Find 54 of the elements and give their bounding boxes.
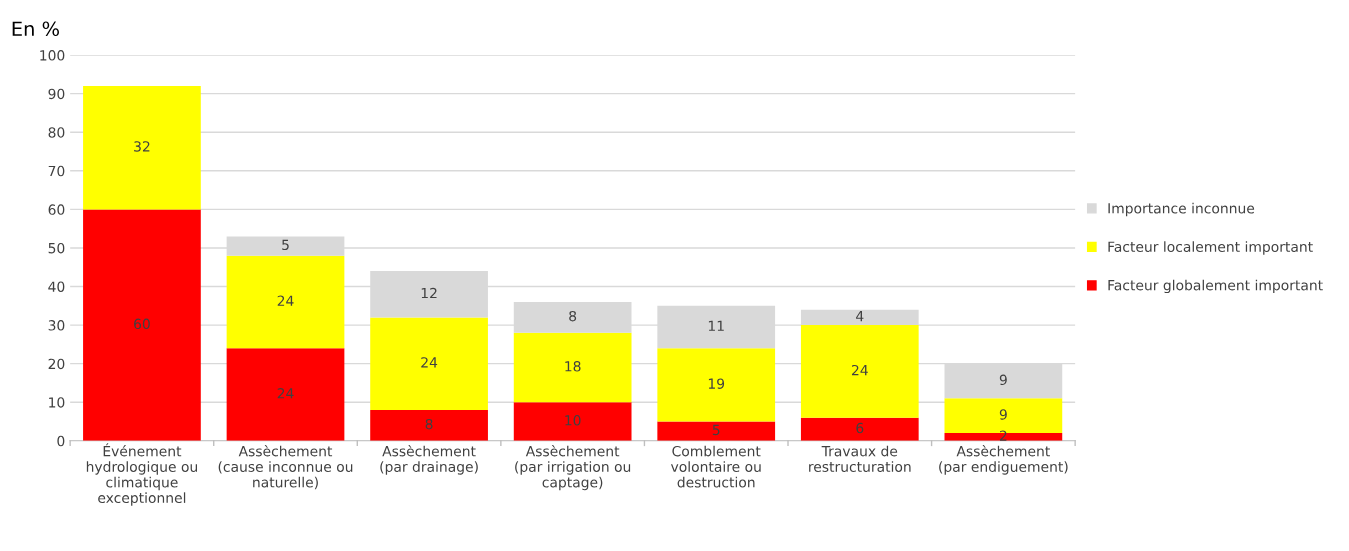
bar — [83, 209, 201, 441]
bar — [800, 417, 919, 441]
bar — [83, 85, 201, 210]
y-tick-label: 10 — [49, 397, 65, 408]
y-tick-label: 100 — [40, 50, 65, 61]
legend-label: Importance inconnue — [1108, 202, 1255, 217]
x-tick-label: Comblement volontaire ou destruction — [670, 445, 761, 488]
bar — [657, 348, 776, 422]
y-tick-label: 30 — [48, 320, 65, 331]
y-tick-label: 70 — [48, 165, 65, 177]
bar — [800, 325, 919, 418]
x-tick-label: Travaux de restructuration — [809, 445, 911, 472]
data-label: 5 — [282, 239, 289, 251]
data-label: 11 — [708, 320, 724, 331]
bar — [657, 421, 776, 441]
data-label: 24 — [277, 388, 294, 399]
data-label: 5 — [712, 424, 720, 436]
legend-label: Facteur globalement important — [1108, 279, 1323, 294]
data-label: 10 — [565, 415, 581, 426]
data-label: 8 — [569, 310, 577, 322]
x-tick-label: Assèchement (par drainage) — [380, 445, 478, 475]
bar — [370, 409, 488, 441]
chart-title: En % — [12, 21, 59, 37]
data-label: 60 — [134, 318, 150, 330]
data-label: 24 — [277, 295, 294, 306]
bar — [226, 255, 345, 349]
bar — [370, 317, 488, 410]
y-tick-label: 90 — [48, 88, 65, 100]
legend-label: Facteur localement important — [1108, 241, 1313, 255]
data-label: 18 — [565, 361, 581, 372]
data-label: 32 — [134, 141, 150, 152]
data-label: 6 — [856, 422, 864, 434]
y-tick-label: 60 — [48, 204, 65, 215]
bar — [513, 332, 632, 403]
data-label: 19 — [708, 378, 725, 389]
data-label: 4 — [856, 311, 864, 322]
bar — [226, 348, 345, 441]
x-tick-label: Assèchement (par endiguement) — [939, 445, 1068, 475]
bar — [513, 402, 632, 441]
x-tick-label: Assèchement (cause inconnue ou naturelle) — [218, 445, 353, 490]
x-tick-label: Événement hydrologique ou climatique exceptionnel — [86, 443, 197, 506]
y-tick-label: 0 — [57, 435, 65, 447]
data-label: 8 — [425, 418, 433, 430]
data-label: 24 — [421, 357, 438, 368]
x-tick-label: Assèchement (par irrigation ou captage) — [515, 445, 631, 491]
y-tick-label: 40 — [48, 281, 65, 292]
data-label: 24 — [851, 364, 868, 376]
y-tick-label: 20 — [48, 358, 65, 370]
y-tick-label: 50 — [48, 242, 65, 254]
data-label: 9 — [999, 374, 1007, 386]
data-label: 9 — [999, 409, 1007, 420]
y-tick-label: 80 — [48, 127, 65, 138]
data-label: 12 — [421, 287, 437, 299]
data-label: 2 — [999, 430, 1007, 441]
